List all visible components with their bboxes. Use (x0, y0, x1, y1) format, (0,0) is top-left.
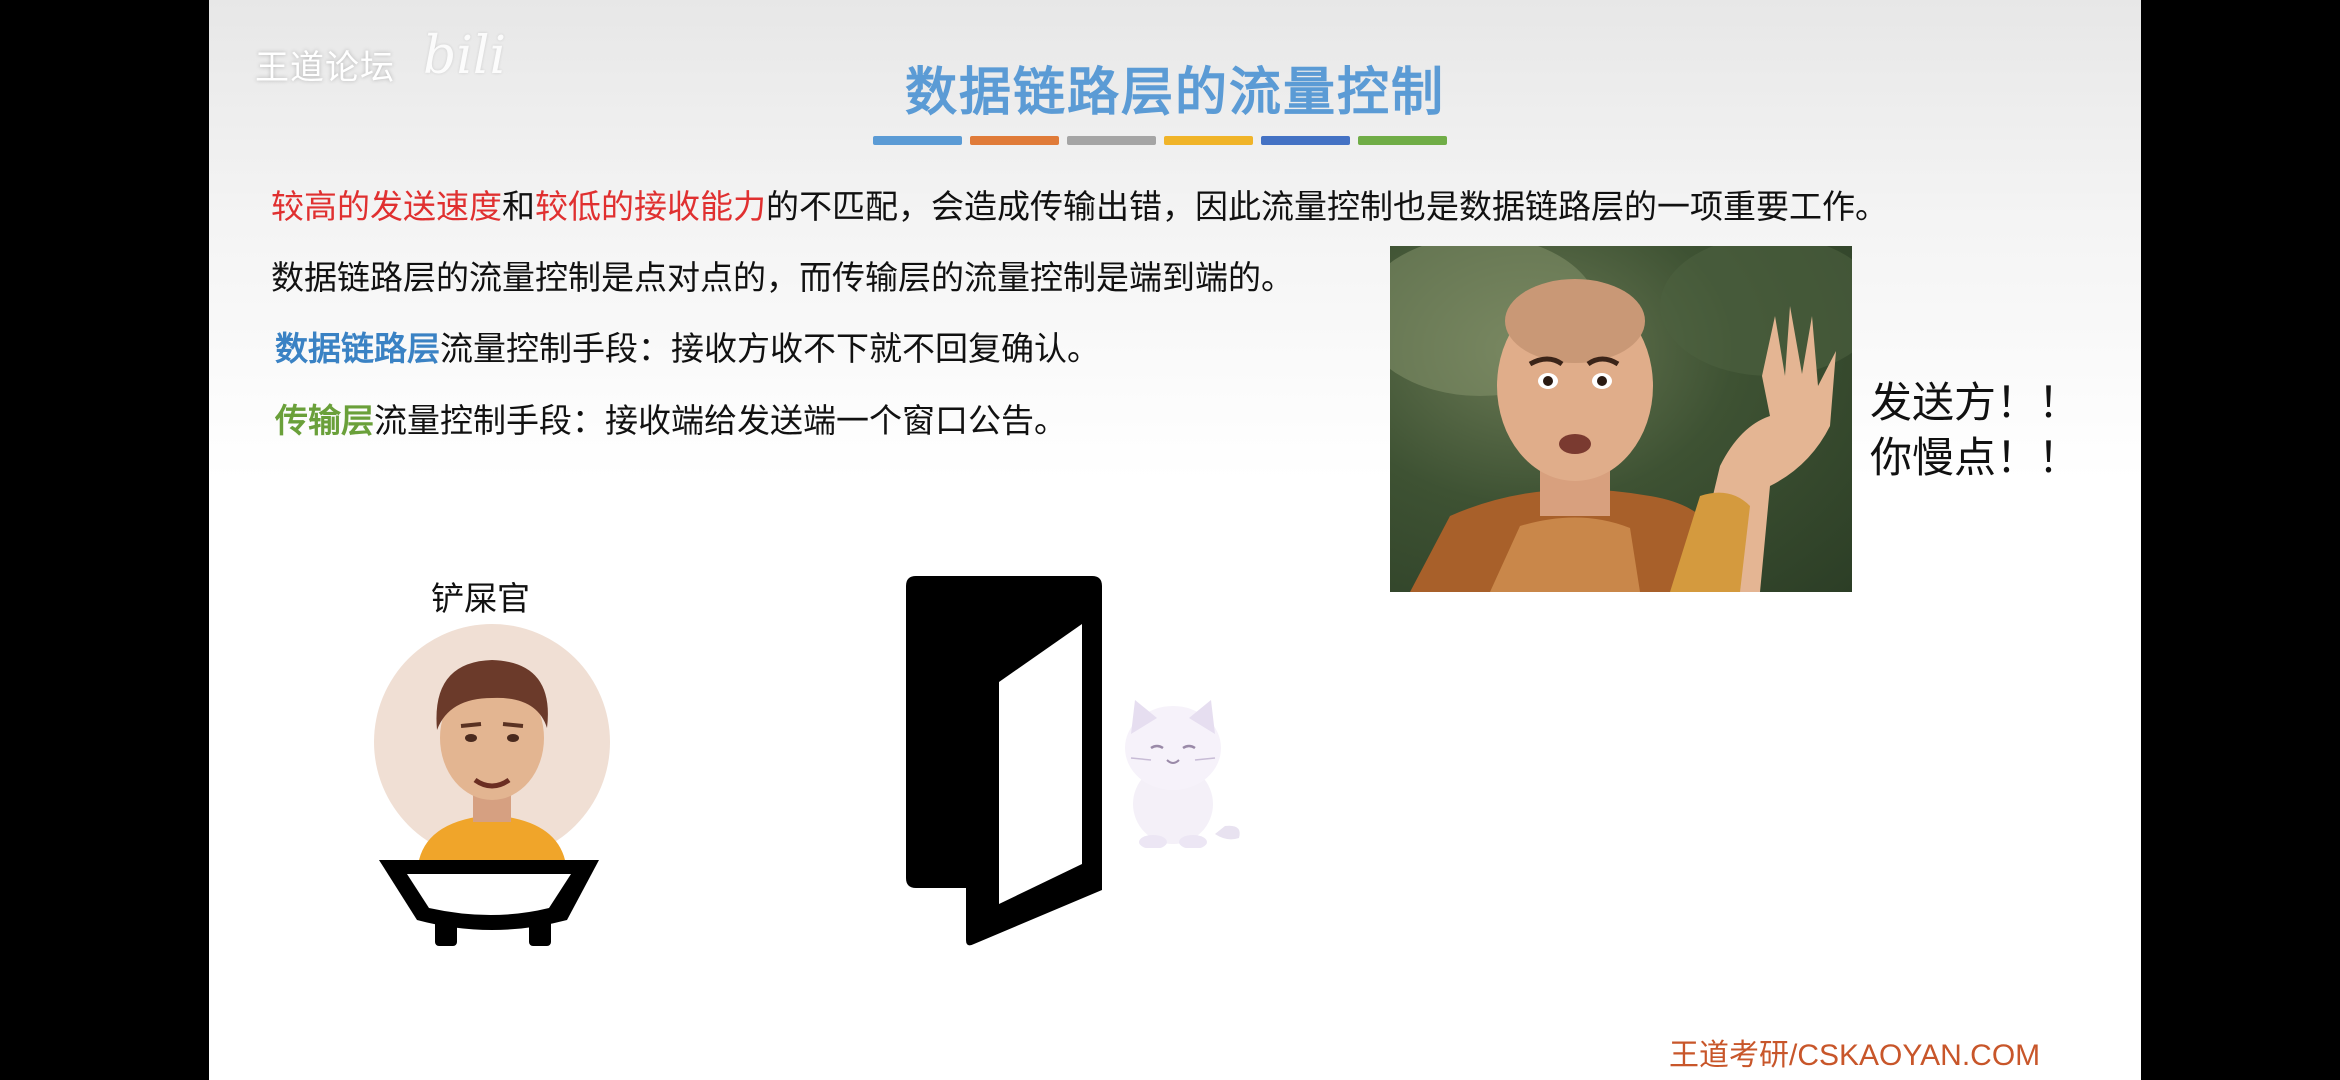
owner-avatar-illustration (374, 624, 610, 946)
footer-brand: 王道考研/CSKAOYAN.COM (1669, 1039, 2041, 1072)
open-door-icon (906, 576, 1102, 946)
text-and: 和 (502, 187, 535, 226)
highlight-receive-capacity: 较低的接收能力 (535, 187, 766, 226)
paragraph-4-rest: 流量控制手段：接收端给发送端一个窗口公告。 (374, 401, 1067, 440)
paragraph-1-rest: 的不匹配，会造成传输出错，因此流量控制也是数据链路层的一项重要工作。 (766, 187, 1888, 226)
color-bar-blue (873, 136, 962, 145)
highlight-data-link-layer: 数据链路层 (275, 329, 440, 368)
color-bar-orange (970, 136, 1059, 145)
paragraph-4: 传输层流量控制手段：接收端给发送端一个窗口公告。 (275, 394, 1067, 442)
slide: 王道论坛 bili 数据链路层的流量控制 较高的发送速度和较低的接收能力的不匹配… (209, 0, 2141, 1080)
watermark-bili-logo: bili (423, 26, 507, 86)
color-bar-yellow (1164, 136, 1253, 145)
speech-line-2: 你慢点！！ (1870, 433, 2081, 482)
cat-icon (1125, 700, 1240, 848)
title-color-bars (873, 136, 1447, 145)
paragraph-2: 数据链路层的流量控制是点对点的，而传输层的流量控制是端到端的。 (271, 258, 1294, 297)
man-stop-gesture-image (1390, 246, 1852, 592)
color-bar-green (1358, 136, 1447, 145)
paragraph-3-rest: 流量控制手段：接收方收不下就不回复确认。 (440, 329, 1100, 368)
color-bar-darkblue (1261, 136, 1350, 145)
watermark-logo: 王道论坛 (255, 49, 395, 87)
paragraph-1: 较高的发送速度和较低的接收能力的不匹配，会造成传输出错，因此流量控制也是数据链路… (271, 180, 1888, 228)
speech-line-1: 发送方！！ (1870, 378, 2081, 427)
owner-label: 铲屎官 (431, 579, 530, 618)
paragraph-3: 数据链路层流量控制手段：接收方收不下就不回复确认。 (275, 322, 1100, 370)
highlight-send-speed: 较高的发送速度 (271, 187, 502, 226)
highlight-transport-layer: 传输层 (275, 401, 374, 440)
color-bar-gray (1067, 136, 1156, 145)
stop-gesture-photo (1390, 246, 1852, 592)
slide-title: 数据链路层的流量控制 (904, 63, 1445, 123)
